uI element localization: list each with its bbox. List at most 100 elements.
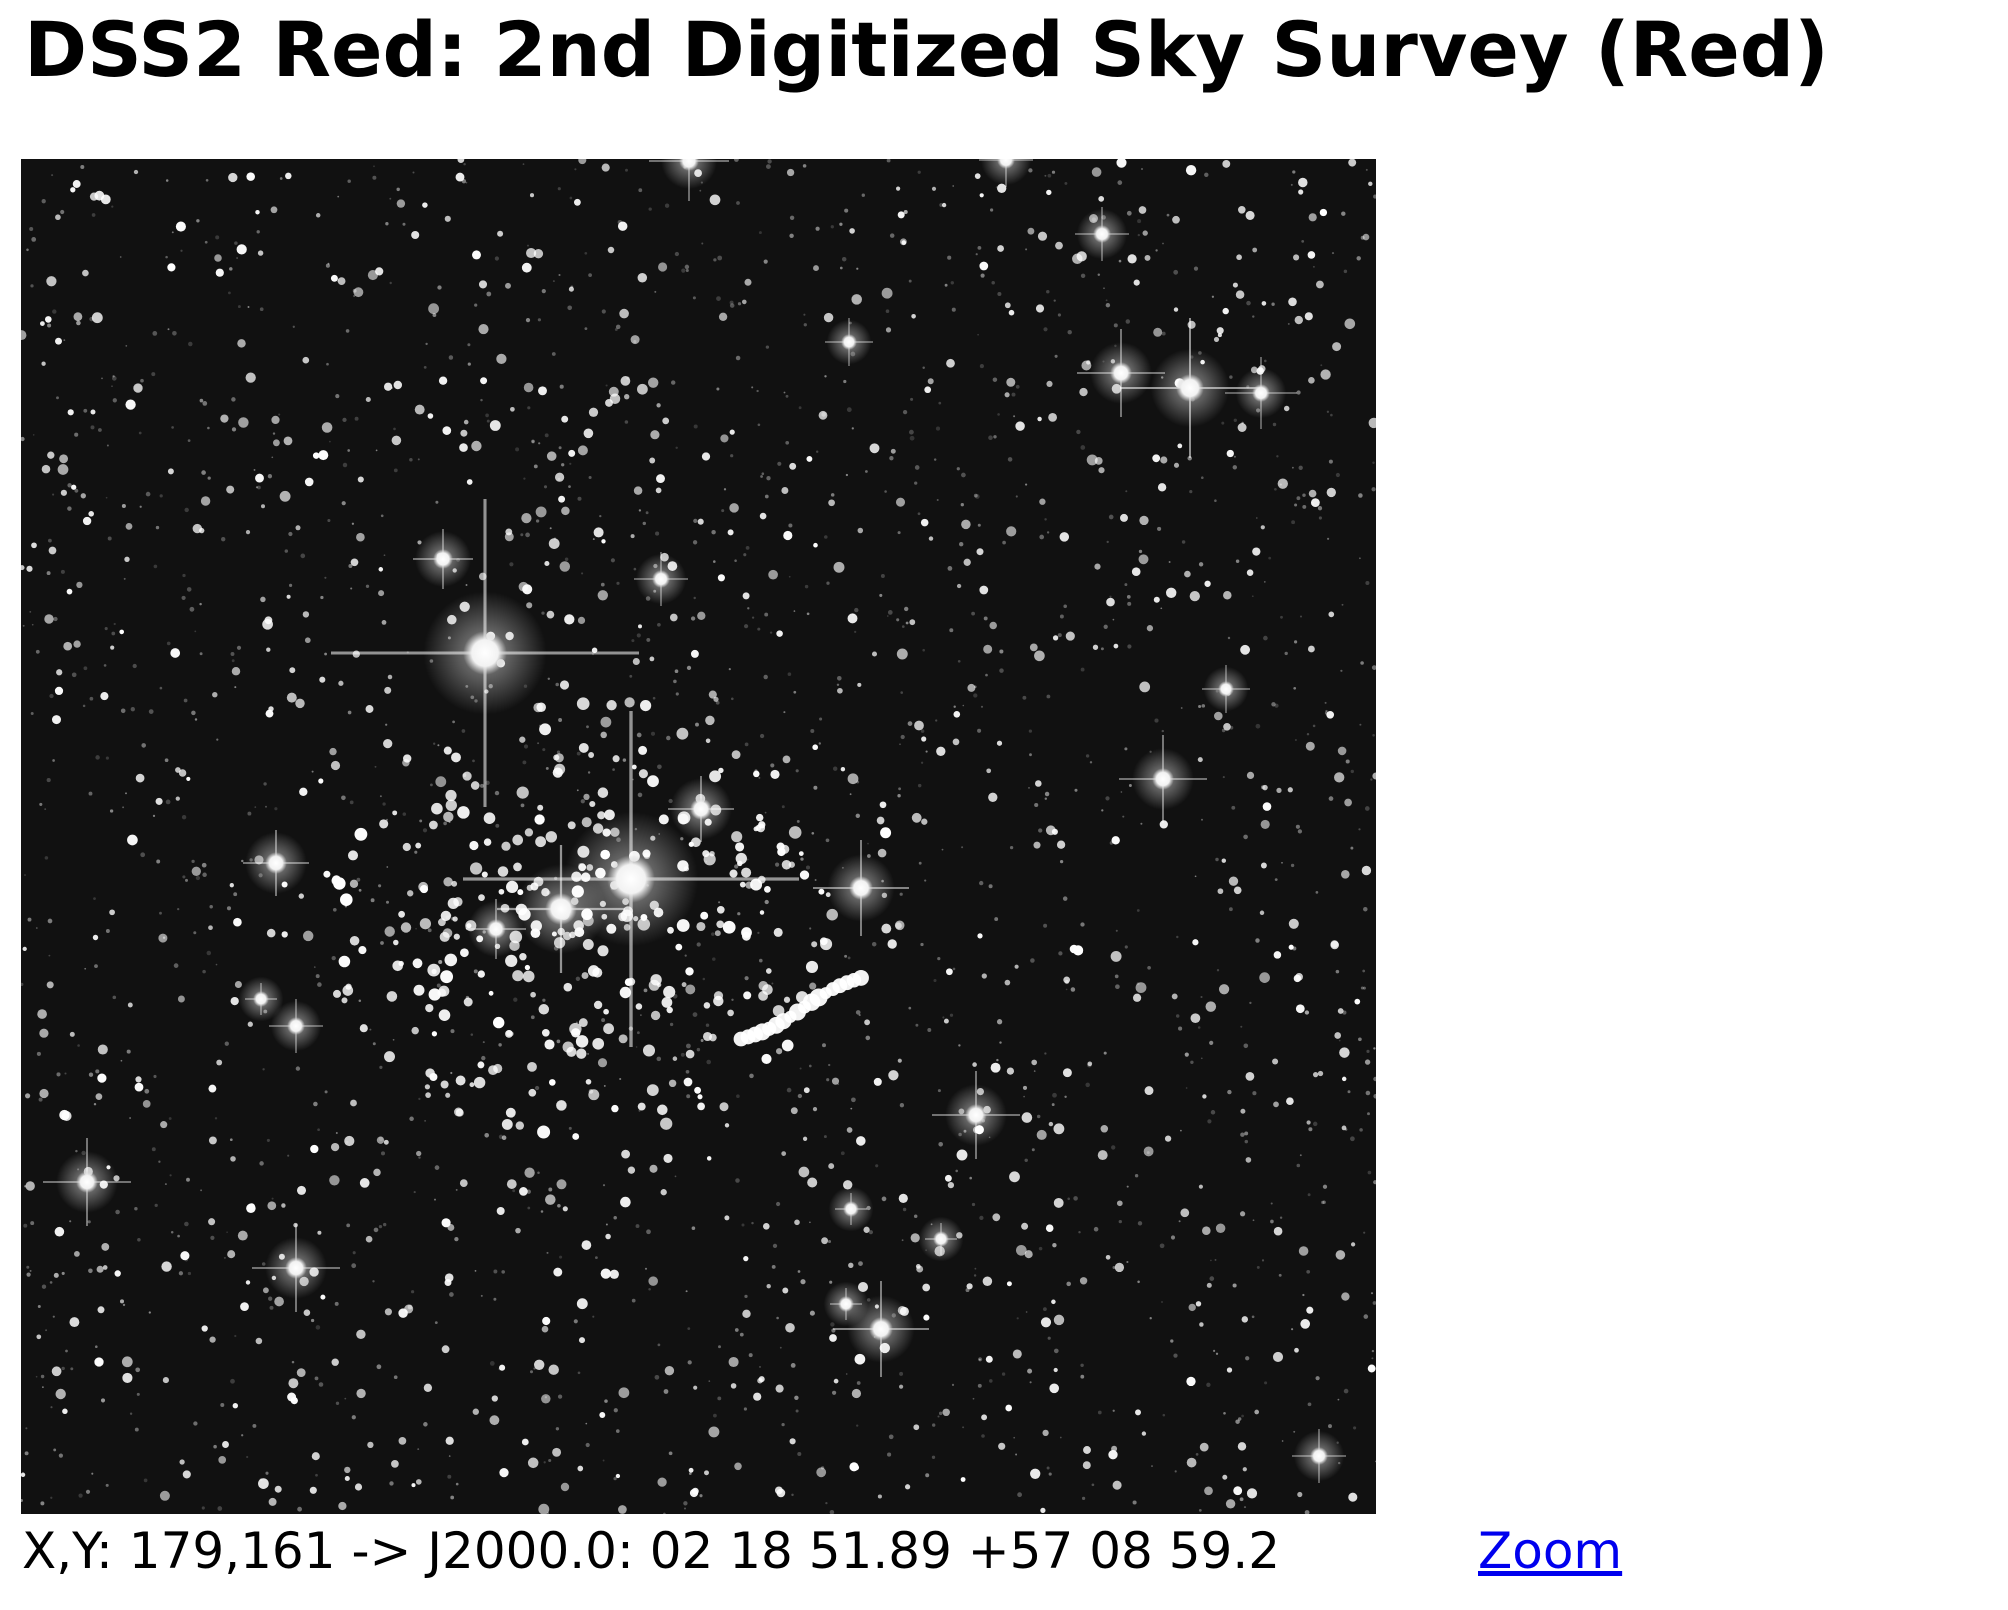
star [803, 313, 806, 316]
star [1251, 595, 1254, 598]
star [522, 760, 527, 765]
star [246, 1203, 256, 1214]
star [713, 991, 724, 1001]
star [630, 335, 640, 345]
star [798, 1166, 810, 1178]
star [1341, 1292, 1350, 1301]
star [208, 1218, 216, 1226]
bright-star [668, 776, 734, 842]
star [615, 1429, 620, 1433]
star [1252, 1219, 1255, 1222]
star [631, 1298, 636, 1303]
star [454, 1107, 463, 1117]
star [1178, 1026, 1183, 1031]
sky-survey-image[interactable] [21, 159, 1376, 1514]
star [335, 1132, 338, 1134]
star [1051, 1103, 1055, 1107]
star [453, 897, 463, 907]
star [587, 1052, 590, 1055]
star [347, 710, 352, 715]
star [88, 791, 93, 796]
star [1328, 1424, 1332, 1429]
star [567, 305, 573, 311]
star [202, 872, 207, 878]
star [899, 1103, 905, 1108]
star [1108, 1450, 1118, 1460]
star [693, 424, 698, 429]
star [782, 1287, 789, 1294]
star [323, 870, 331, 878]
star [1245, 1072, 1255, 1081]
star [1326, 487, 1336, 498]
star [359, 1178, 370, 1188]
bright-star [828, 1186, 874, 1232]
star [39, 802, 43, 806]
star [977, 246, 982, 250]
star [772, 1243, 778, 1249]
star [480, 377, 488, 385]
star [411, 1290, 415, 1294]
star [93, 897, 96, 900]
star [373, 1168, 381, 1177]
star [676, 727, 689, 740]
star [1069, 944, 1079, 954]
star [648, 377, 659, 388]
star [170, 1231, 174, 1234]
star [175, 221, 186, 232]
star [122, 806, 125, 809]
star [165, 255, 168, 259]
star [1272, 1058, 1279, 1065]
star [1030, 958, 1035, 963]
star [237, 305, 241, 309]
star [37, 1009, 47, 1019]
star [1312, 265, 1315, 268]
zoom-link[interactable]: Zoom [1478, 1522, 1623, 1580]
star [230, 1378, 235, 1384]
star [1022, 1085, 1028, 1090]
star [837, 676, 842, 681]
star [759, 910, 765, 915]
star [775, 1384, 784, 1393]
star [1360, 661, 1364, 665]
star [310, 1318, 315, 1323]
star [1348, 159, 1357, 167]
star [504, 532, 514, 542]
star [39, 1028, 49, 1038]
star [735, 842, 745, 852]
star [577, 1371, 581, 1375]
star [685, 1069, 690, 1074]
star [499, 1364, 506, 1371]
star [1044, 797, 1047, 800]
star [530, 1370, 533, 1374]
star [440, 910, 452, 922]
star [36, 1051, 41, 1056]
star [156, 859, 161, 864]
star [1364, 806, 1370, 811]
star [319, 676, 326, 683]
star [191, 859, 195, 864]
star [130, 707, 135, 712]
star [538, 1503, 550, 1514]
star [175, 796, 180, 801]
star [1232, 465, 1238, 470]
star [989, 621, 997, 630]
star [56, 669, 63, 676]
star [69, 1317, 80, 1328]
star [334, 1301, 339, 1306]
star [119, 629, 125, 635]
star [946, 358, 955, 368]
star [685, 268, 689, 273]
star [603, 1023, 614, 1035]
star [1080, 922, 1085, 927]
star [1335, 472, 1340, 478]
star [922, 1283, 931, 1292]
star [535, 836, 547, 848]
star [266, 1138, 270, 1142]
star [1240, 1132, 1245, 1137]
star [1126, 1260, 1129, 1264]
star [922, 366, 925, 370]
star [389, 1481, 394, 1486]
star [1339, 1047, 1350, 1058]
star [1056, 840, 1066, 849]
star [1065, 631, 1075, 641]
